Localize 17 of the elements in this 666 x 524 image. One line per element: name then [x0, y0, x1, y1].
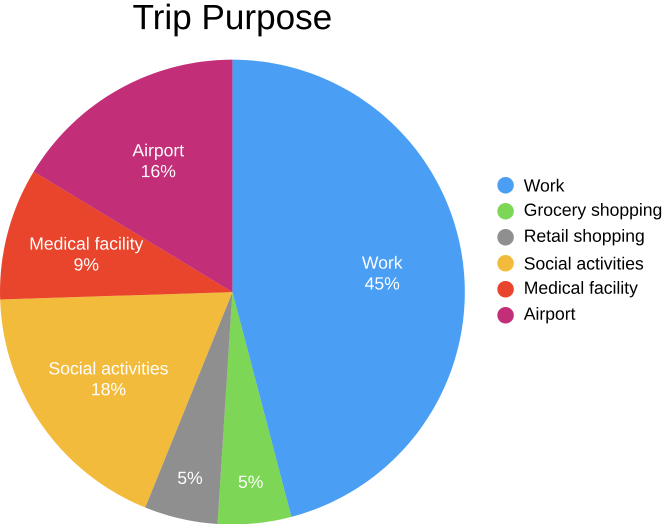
data-label: 45% [365, 277, 400, 290]
legend-label: Work [524, 178, 564, 192]
data-label: 9% [74, 258, 98, 270]
data-label: 5% [238, 475, 263, 488]
slice-label: Medical facility [30, 236, 144, 254]
data-label: 18% [92, 382, 126, 396]
legend-label: Retail shopping [525, 228, 644, 246]
slice-label: Airport [132, 143, 184, 160]
data-label: 16% [142, 164, 176, 178]
legend-label: Medical facility [525, 280, 638, 298]
data-label: 5% [178, 471, 202, 484]
slice-label: Work [362, 256, 403, 269]
legend-label: Social activities [524, 256, 644, 270]
legend-label: Airport [524, 306, 576, 324]
chart-title: Trip Purpose [133, 3, 331, 36]
slice-label: Social activities [49, 361, 168, 374]
legend-label: Grocery shopping [524, 202, 662, 220]
